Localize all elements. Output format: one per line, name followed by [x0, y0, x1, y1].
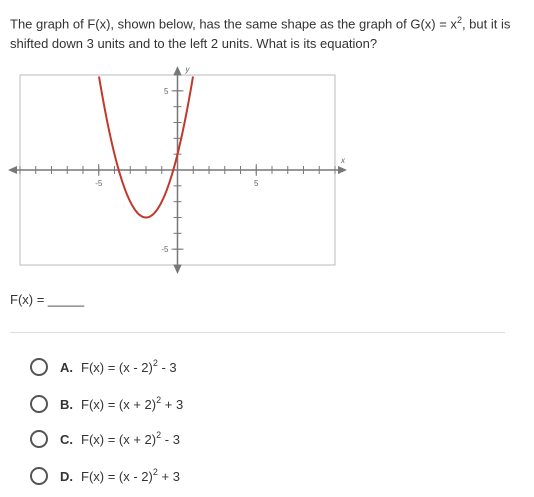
- choice-text: F(x) = (x + 2): [81, 396, 157, 412]
- choice: A. F(x) = (x - 2) 2 - 3: [30, 358, 177, 376]
- exponent: 2: [152, 358, 158, 368]
- choice-label: D.: [60, 468, 73, 484]
- choice-label: A.: [60, 359, 73, 375]
- parabola: [98, 76, 194, 219]
- graph: -5 5 5 -5 x y: [8, 65, 347, 274]
- choice-text: - 3: [157, 359, 177, 375]
- radio-button[interactable]: [30, 467, 48, 485]
- choice-label: B.: [60, 396, 73, 412]
- choice-label: C.: [60, 431, 73, 447]
- choice: D. F(x) = (x - 2) 2 + 3: [30, 467, 180, 485]
- choice: C. F(x) = (x + 2) 2 - 3: [30, 430, 180, 448]
- question-text: The graph of F(x), shown below, has the …: [10, 16, 457, 32]
- y-tick-label: 5: [164, 87, 169, 96]
- y-axis-label: y: [185, 65, 191, 74]
- radio-button[interactable]: [30, 430, 48, 448]
- x-tick-label: 5: [254, 179, 259, 188]
- choice-text: F(x) = (x + 2): [81, 431, 157, 447]
- choice: B. F(x) = (x + 2) 2 + 3: [30, 395, 183, 413]
- exponent: 2: [456, 15, 462, 25]
- exponent: 2: [152, 467, 158, 477]
- question-text: , but it is shifted down 3 units and to …: [10, 16, 511, 52]
- choice-text: F(x) = (x - 2): [81, 468, 153, 484]
- choice-text: + 3: [161, 396, 184, 412]
- x-tick-label: -5: [95, 179, 103, 188]
- exponent: 2: [156, 430, 162, 440]
- x-axis-label: x: [340, 156, 346, 165]
- choice-text: F(x) = (x - 2): [81, 359, 153, 375]
- radio-button[interactable]: [30, 358, 48, 376]
- divider: [10, 332, 505, 333]
- y-tick-label: -5: [161, 245, 169, 254]
- radio-button[interactable]: [30, 395, 48, 413]
- question: The graph of F(x), shown below, has the …: [10, 10, 515, 54]
- choice-text: + 3: [157, 468, 180, 484]
- exponent: 2: [156, 395, 162, 405]
- answer-prompt: F(x) = _____: [10, 292, 85, 307]
- choice-text: - 3: [161, 431, 180, 447]
